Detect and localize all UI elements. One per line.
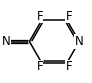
Text: F: F xyxy=(66,60,72,73)
Text: N: N xyxy=(2,35,11,48)
Text: F: F xyxy=(36,10,43,23)
Text: N: N xyxy=(75,35,84,48)
Text: F: F xyxy=(66,10,72,23)
Text: F: F xyxy=(36,60,43,73)
